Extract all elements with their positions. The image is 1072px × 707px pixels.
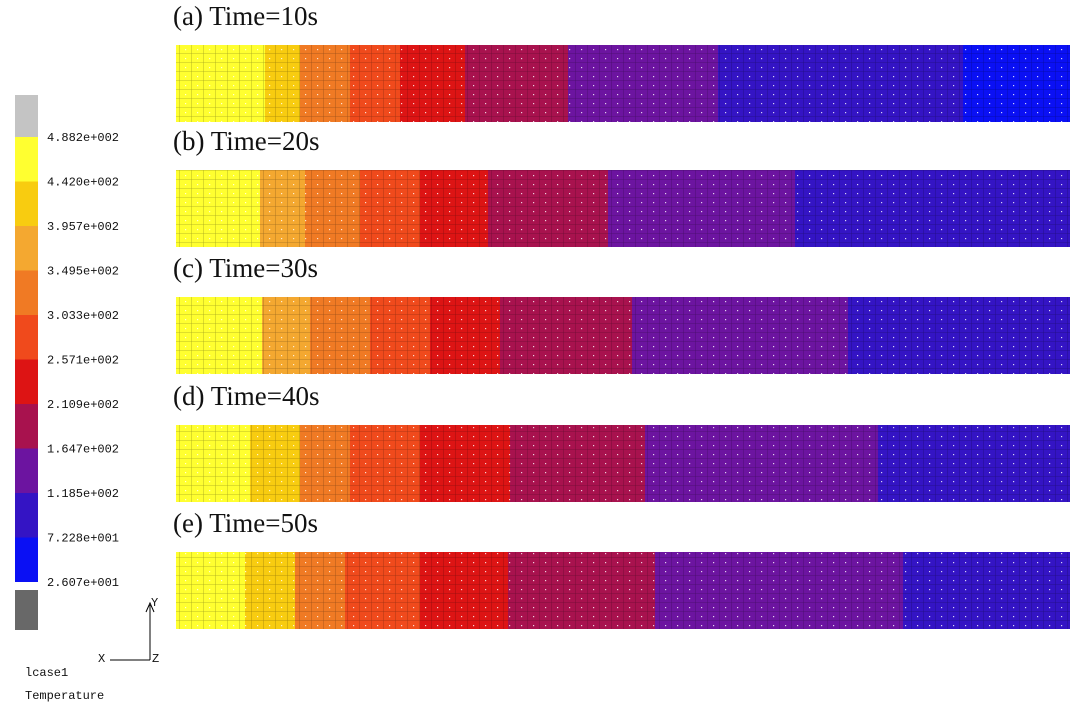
colorbar-band <box>15 590 38 630</box>
colorbar-label: 2.571e+002 <box>47 354 119 368</box>
colorbar-band <box>15 493 38 538</box>
colorbar-band <box>15 359 38 404</box>
colorbar-label: 7.228e+001 <box>47 532 119 546</box>
mesh <box>176 170 1070 247</box>
colorbar-band <box>15 448 38 493</box>
panel-title: (a) Time=10s <box>173 1 318 31</box>
panel-title: (c) Time=30s <box>173 253 318 283</box>
mesh <box>176 297 1070 374</box>
colorbar-band <box>15 226 38 271</box>
mesh <box>176 45 1070 122</box>
colorbar-label: 1.185e+002 <box>47 487 119 501</box>
colorbar-band <box>15 137 38 182</box>
mesh <box>176 425 1070 502</box>
colorbar-label: 2.109e+002 <box>47 398 119 412</box>
colorbar-band <box>15 95 38 137</box>
panel-title: (b) Time=20s <box>173 126 320 156</box>
case-name: lcase1 <box>25 666 68 680</box>
axis-x-label: X <box>98 652 105 666</box>
colorbar-band <box>15 270 38 315</box>
colorbar-band <box>15 404 38 449</box>
colorbar-band <box>15 315 38 360</box>
colorbar-band <box>15 537 38 582</box>
axis-y-label: Y <box>151 596 158 610</box>
colorbar-label: 2.607e+001 <box>47 576 119 590</box>
colorbar-label: 3.495e+002 <box>47 265 119 279</box>
colorbar-label: 1.647e+002 <box>47 443 119 457</box>
axis-z-label: Z <box>152 652 159 666</box>
panel-title: (e) Time=50s <box>173 508 318 538</box>
variable-name: Temperature <box>25 689 104 703</box>
mesh <box>176 552 1070 629</box>
colorbar-band <box>15 181 38 226</box>
colorbar-label: 4.420e+002 <box>47 176 119 190</box>
panel-title: (d) Time=40s <box>173 381 320 411</box>
colorbar-label: 3.033e+002 <box>47 309 119 323</box>
triad <box>110 601 155 661</box>
colorbar-label: 3.957e+002 <box>47 220 119 234</box>
colorbar-label: 4.882e+002 <box>47 131 119 145</box>
